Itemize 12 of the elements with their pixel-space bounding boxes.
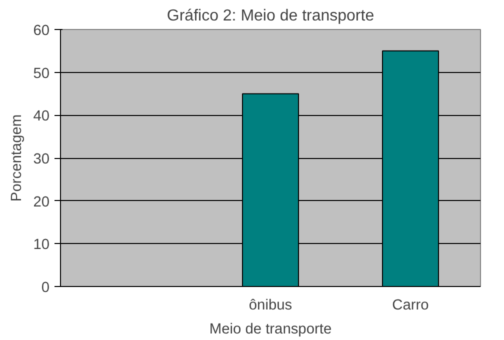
chart-title: Gráfico 2: Meio de transporte <box>166 8 374 24</box>
y-tick-label: 50 <box>33 66 50 82</box>
y-tick-label: 20 <box>33 194 50 210</box>
x-tick-label: Carro <box>392 298 429 314</box>
y-tick-label: 60 <box>33 23 50 39</box>
y-axis-title: Porcentagem <box>9 114 26 202</box>
y-tick-label: 0 <box>41 280 50 296</box>
x-tick-label: ônibus <box>248 298 292 314</box>
y-tick-label: 10 <box>33 237 50 254</box>
x-axis-title: Meio de transporte <box>209 322 332 338</box>
y-tick-label: 40 <box>33 108 50 125</box>
y-tick-label: 30 <box>33 152 50 168</box>
